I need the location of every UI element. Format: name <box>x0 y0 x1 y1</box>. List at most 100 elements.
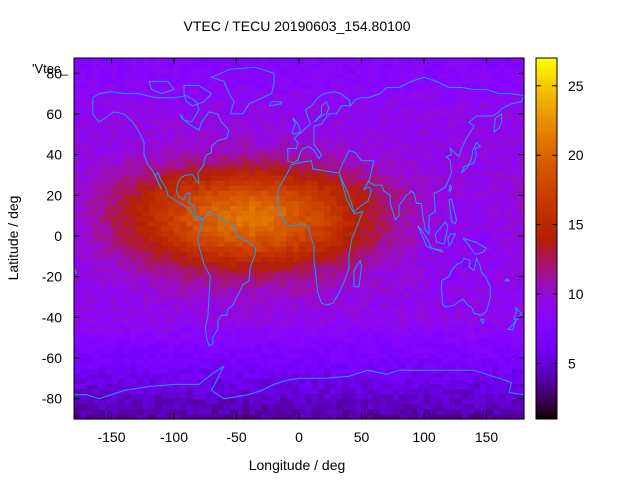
heatmap-cell <box>430 83 438 90</box>
heatmap-cell <box>342 296 350 303</box>
heatmap-cell <box>255 271 263 278</box>
heatmap-cell <box>217 230 225 237</box>
heatmap-cell <box>230 63 238 69</box>
heatmap-cell <box>367 246 375 252</box>
heatmap-cell <box>249 220 256 227</box>
heatmap-cell <box>467 93 475 100</box>
heatmap-cell <box>474 185 481 191</box>
heatmap-cell <box>430 383 438 390</box>
heatmap-cell <box>149 93 156 100</box>
heatmap-cell <box>105 225 113 232</box>
heatmap-cell <box>130 93 138 100</box>
heatmap-cell <box>467 357 475 364</box>
heatmap-cell <box>392 124 400 130</box>
heatmap-cell <box>136 266 144 273</box>
heatmap-cell <box>211 149 219 156</box>
heatmap-cell <box>336 88 344 95</box>
heatmap-cell <box>424 378 431 384</box>
heatmap-cell <box>430 403 438 410</box>
heatmap-cell <box>274 373 281 379</box>
heatmap-cell <box>280 276 288 283</box>
heatmap-cell <box>111 296 119 303</box>
heatmap-cell <box>424 185 431 191</box>
heatmap-cell <box>355 322 363 329</box>
heatmap-cell <box>424 220 431 227</box>
heatmap-cell <box>449 307 456 313</box>
heatmap-cell <box>442 205 450 212</box>
heatmap-cell <box>205 378 213 384</box>
heatmap-cell <box>286 83 294 90</box>
heatmap-cell <box>255 174 263 181</box>
heatmap-cell <box>480 154 488 161</box>
heatmap-cell <box>486 225 494 232</box>
heatmap-cell <box>399 93 406 100</box>
heatmap-cell <box>211 383 219 390</box>
heatmap-cell <box>230 281 238 288</box>
heatmap-cell <box>367 241 375 247</box>
heatmap-cell <box>192 342 200 349</box>
heatmap-cell <box>492 98 500 105</box>
heatmap-cell <box>461 164 469 171</box>
heatmap-cell <box>117 337 125 344</box>
heatmap-cell <box>199 291 206 298</box>
heatmap-cell <box>349 200 356 207</box>
heatmap-cell <box>267 307 275 313</box>
heatmap-cell <box>261 225 269 232</box>
heatmap-cell <box>442 195 450 201</box>
heatmap-cell <box>324 195 331 201</box>
heatmap-cell <box>142 78 150 85</box>
heatmap-cell <box>249 190 256 196</box>
heatmap-cell <box>261 408 269 415</box>
heatmap-cell <box>417 271 425 278</box>
heatmap-cell <box>411 63 419 69</box>
heatmap-cell <box>142 103 150 110</box>
heatmap-cell <box>449 139 456 146</box>
heatmap-cell <box>80 164 88 171</box>
heatmap-cell <box>230 129 238 135</box>
heatmap-cell <box>92 337 100 344</box>
heatmap-cell <box>405 169 413 176</box>
heatmap-cell <box>292 241 300 247</box>
heatmap-cell <box>92 302 100 308</box>
heatmap-cell <box>492 134 500 140</box>
heatmap-cell <box>242 241 250 247</box>
heatmap-cell <box>180 58 188 64</box>
heatmap-cell <box>299 383 306 390</box>
heatmap-cell <box>467 251 475 257</box>
heatmap-cell <box>292 210 300 217</box>
heatmap-cell <box>386 164 394 171</box>
heatmap-cell <box>455 408 463 415</box>
heatmap-cell <box>111 337 119 344</box>
heatmap-cell <box>311 235 319 242</box>
heatmap-cell <box>367 271 375 278</box>
heatmap-cell <box>117 352 125 359</box>
heatmap-cell <box>230 225 238 232</box>
heatmap-cell <box>280 337 288 344</box>
heatmap-cell <box>411 134 419 140</box>
heatmap-cell <box>155 276 163 283</box>
heatmap-cell <box>336 241 344 247</box>
heatmap-cell <box>399 322 406 329</box>
heatmap-cell <box>99 205 106 212</box>
heatmap-cell <box>142 98 150 105</box>
heatmap-cell <box>467 291 475 298</box>
heatmap-cell <box>374 241 381 247</box>
heatmap-cell <box>317 337 325 344</box>
heatmap-cell <box>505 337 513 344</box>
heatmap-cell <box>92 98 100 105</box>
heatmap-cell <box>111 220 119 227</box>
heatmap-cell <box>167 139 175 146</box>
heatmap-cell <box>86 286 94 293</box>
heatmap-cell <box>286 378 294 384</box>
heatmap-cell <box>186 215 194 222</box>
heatmap-cell <box>99 210 106 217</box>
heatmap-cell <box>386 119 394 125</box>
heatmap-cell <box>167 129 175 135</box>
heatmap-cell <box>442 159 450 166</box>
heatmap-cell <box>317 296 325 303</box>
heatmap-cell <box>455 347 463 354</box>
heatmap-cell <box>467 129 475 135</box>
heatmap-cell <box>449 251 456 257</box>
heatmap-cell <box>117 195 125 201</box>
heatmap-cell <box>374 302 381 308</box>
